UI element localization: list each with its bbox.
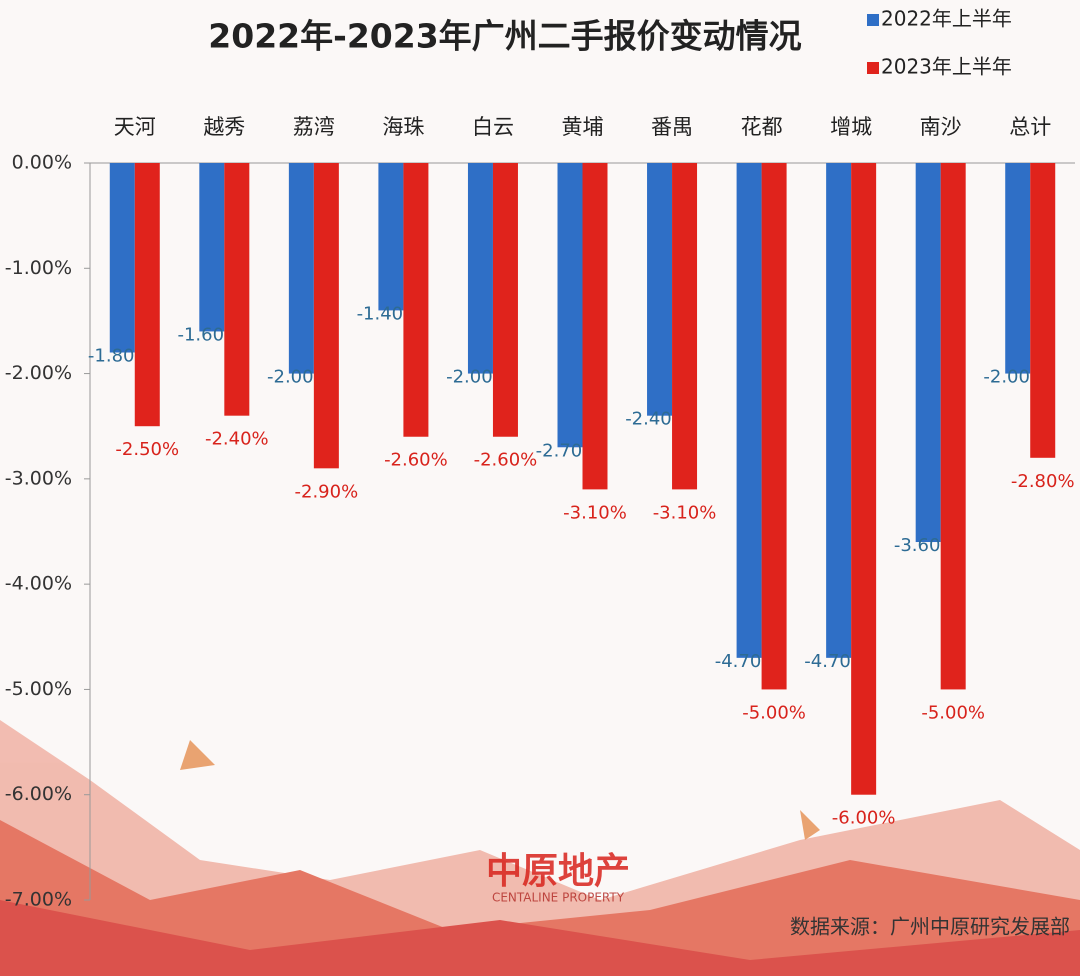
bar [761,163,787,690]
bar [109,163,135,353]
decoration [0,720,1080,976]
bar [647,163,673,416]
data-label: -2.60% [384,450,448,471]
bar [736,163,762,658]
legend-swatch [867,62,879,74]
bar [851,163,877,795]
x-tick-label: 南沙 [920,115,962,139]
data-label: -5.00% [742,702,806,723]
watermark-sub: CENTALINE PROPERTY [492,891,625,905]
x-tick-label: 白云 [472,115,514,139]
y-tick-label: -2.00% [5,362,72,384]
bar [940,163,966,690]
legend-swatch [867,14,879,26]
y-tick-label: 0.00% [12,152,72,174]
bar [557,163,583,448]
data-label: -2.40% [205,429,269,450]
bar [582,163,608,490]
data-label: -2.80% [1011,471,1075,492]
bar [199,163,225,332]
data-label: -5.00% [921,702,985,723]
chart-title: 2022年-2023年广州二手报价变动情况 [208,17,801,56]
data-label: -2.60% [474,450,538,471]
x-tick-label: 花都 [741,115,783,139]
bar [1005,163,1031,374]
x-tick-label: 增城 [830,115,872,139]
bar [672,163,698,490]
x-tick-label: 番禺 [651,115,693,139]
bar [224,163,250,416]
data-label: -3.10% [563,502,627,523]
bar [313,163,339,469]
bar [467,163,493,374]
x-tick-label: 海珠 [382,115,424,139]
y-tick-label: -4.00% [5,573,72,595]
source-note: 数据来源：广州中原研究发展部 [790,915,1070,939]
bar [403,163,429,437]
y-tick-label: -1.00% [5,257,72,279]
data-label: -2.90% [295,481,359,502]
watermark: 中原地产 [486,851,630,892]
x-tick-label: 天河 [114,115,156,139]
bar [288,163,314,374]
y-tick-label: -5.00% [5,678,72,700]
x-tick-label: 黄埔 [562,115,604,139]
y-tick-label: -3.00% [5,467,72,489]
bar [915,163,941,543]
y-tick-label: -7.00% [5,889,72,911]
bar [826,163,852,658]
legend-label: 2022年上半年 [881,7,1012,31]
x-tick-label: 越秀 [203,115,245,139]
bar [134,163,160,427]
data-label: -3.10% [653,502,717,523]
x-tick-label: 荔湾 [293,115,335,139]
bar [378,163,404,311]
x-tick-label: 总计 [1009,115,1051,139]
y-tick-label: -6.00% [5,783,72,805]
data-label: -2.50% [115,439,179,460]
data-label: -6.00% [832,808,896,829]
bar [1030,163,1056,458]
bar [492,163,518,437]
legend-label: 2023年上半年 [881,55,1012,79]
